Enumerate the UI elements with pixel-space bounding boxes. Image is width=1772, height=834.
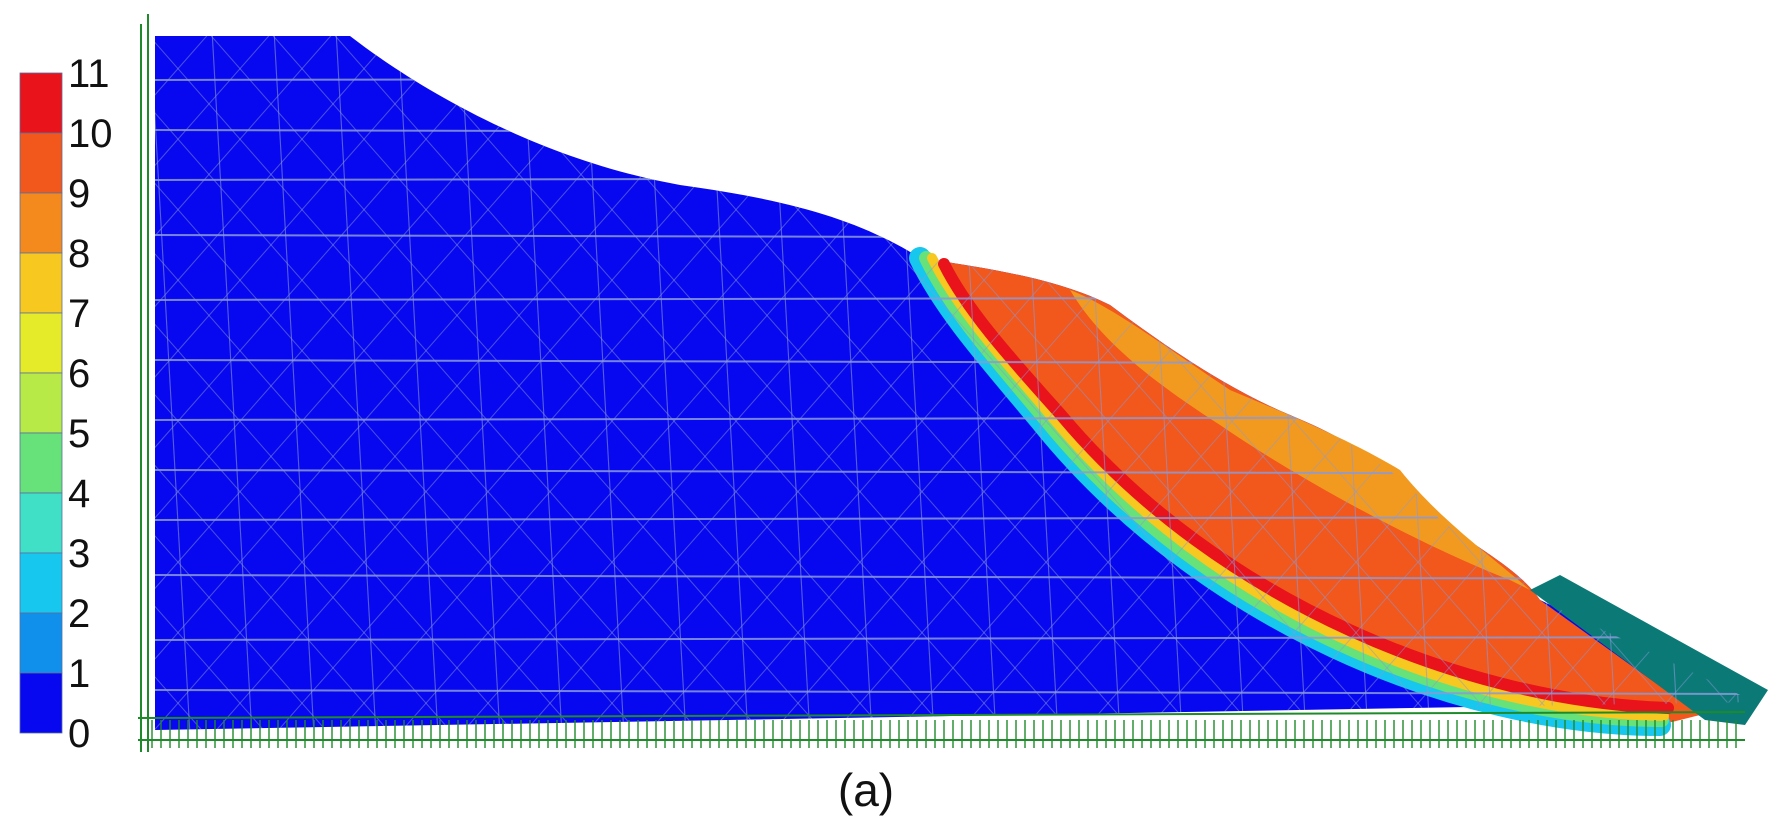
mesh-edge xyxy=(1693,36,1755,730)
legend-swatch xyxy=(19,492,63,554)
mesh-edge xyxy=(459,36,501,730)
legend-swatch xyxy=(19,132,63,194)
mesh-edge xyxy=(155,36,579,730)
legend-label: 8 xyxy=(68,232,90,276)
legend-label: 11 xyxy=(68,52,110,96)
upper-layer-zone xyxy=(1070,290,1530,590)
mesh-edge xyxy=(1762,30,1772,735)
mesh-edge xyxy=(155,36,399,730)
boundary-conditions xyxy=(137,14,1746,752)
mesh-edge xyxy=(155,36,585,730)
mesh-edge xyxy=(1699,36,1755,730)
mesh-edge xyxy=(155,36,269,730)
legend-label: 1 xyxy=(68,652,90,696)
mesh-edge xyxy=(1762,30,1772,735)
legend-label: 7 xyxy=(68,292,90,336)
mesh-edge xyxy=(155,36,275,730)
mesh-edge xyxy=(1756,30,1772,735)
mesh-edge xyxy=(273,36,315,730)
mesh-edge xyxy=(335,36,377,730)
mesh-edge xyxy=(155,36,455,730)
base-line-2 xyxy=(137,711,1746,719)
slip-band-red xyxy=(938,258,1674,714)
mesh-edge xyxy=(155,36,191,730)
legend-swatch xyxy=(19,312,63,374)
mesh-edge xyxy=(155,36,461,730)
slip-band-green xyxy=(919,251,1669,727)
legend-swatch xyxy=(19,552,63,614)
legend-label: 4 xyxy=(68,472,90,516)
mesh-layer-line xyxy=(155,689,1755,695)
legend-swatch xyxy=(19,252,63,314)
mesh-edge xyxy=(267,36,889,730)
mesh-edge xyxy=(155,36,331,730)
legend-swatch xyxy=(19,432,63,494)
legend-swatch xyxy=(19,612,63,674)
mesh-edge xyxy=(155,36,703,730)
legend-label: 5 xyxy=(68,412,90,456)
toe-block xyxy=(1530,575,1768,725)
mesh-edge xyxy=(155,36,647,730)
mesh-edge xyxy=(397,36,439,730)
mesh-edge xyxy=(391,36,1013,730)
mesh-edge xyxy=(155,36,337,730)
mesh-edge xyxy=(1451,36,1755,730)
mesh-edge xyxy=(155,36,523,730)
mesh-layer-line xyxy=(155,636,1755,641)
legend-label: 2 xyxy=(68,592,90,636)
sliding-mass xyxy=(920,258,1700,725)
legend-label: 3 xyxy=(68,532,90,576)
mesh-layer-line xyxy=(155,574,1755,580)
mesh-edge xyxy=(155,36,517,730)
mesh-edge xyxy=(1699,36,1741,730)
base-supports xyxy=(151,720,1737,748)
legend-swatch xyxy=(19,672,63,734)
mesh-edge xyxy=(211,36,253,730)
mesh-edge xyxy=(521,36,563,730)
legend-label: 9 xyxy=(68,172,90,216)
mesh-edge xyxy=(329,36,951,730)
legend-swatch xyxy=(19,372,63,434)
figure-caption: (a) xyxy=(838,764,894,816)
legend-swatch xyxy=(19,192,63,254)
mesh-edge xyxy=(205,36,827,730)
mesh-edge xyxy=(0,30,20,735)
legend-label: 6 xyxy=(68,352,90,396)
mesh-edge xyxy=(155,36,393,730)
mesh-edge xyxy=(155,36,765,730)
mesh-edge xyxy=(155,36,641,730)
slip-band-yellow xyxy=(927,253,1669,721)
legend-label: 10 xyxy=(68,112,113,156)
legend-label: 0 xyxy=(68,712,90,756)
legend-swatch xyxy=(19,72,63,134)
